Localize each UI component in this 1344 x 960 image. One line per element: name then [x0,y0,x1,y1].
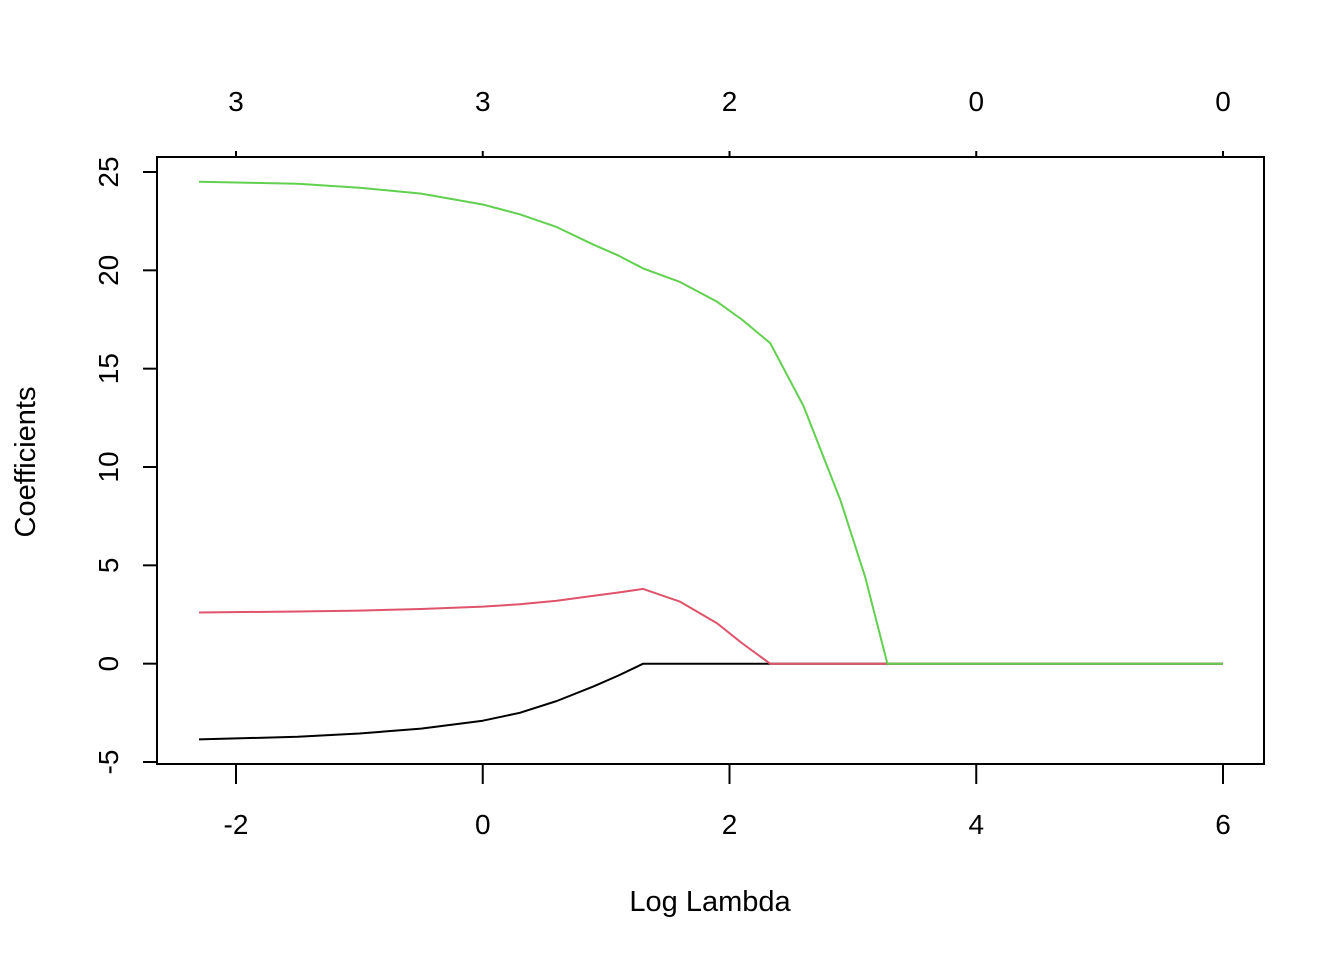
series-line-3 [198,180,1223,665]
y-tick-label: 0 [93,656,124,672]
y-tick-label: 25 [93,156,124,187]
y-tick-label: -5 [93,750,124,775]
top-tick-label: 2 [722,86,738,117]
top-tick-label: 0 [1215,86,1231,117]
y-axis-title: Coefficients [10,387,42,538]
y-tick-label: 20 [93,255,124,286]
y-tick-label: 15 [93,353,124,384]
series-layer [198,180,1223,741]
y-tick-label: 5 [93,558,124,574]
x-tick-label: 6 [1215,809,1231,840]
top-tick-label: 0 [968,86,984,117]
top-tick-label: 3 [228,86,244,117]
plot-frame [156,156,1265,765]
series-line-1 [198,662,1223,741]
series-line-2 [198,587,1223,665]
y-tick-label: 10 [93,451,124,482]
x-tick-label: 0 [475,809,491,840]
x-tick-label: 4 [968,809,984,840]
x-tick-label: -2 [224,809,249,840]
x-axis-title: Log Lambda [629,886,791,918]
x-tick-label: 2 [722,809,738,840]
top-tick-label: 3 [475,86,491,117]
